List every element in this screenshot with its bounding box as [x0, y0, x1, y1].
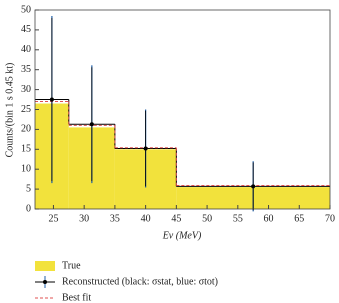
y-tick-label: 0	[26, 203, 31, 214]
legend-label: Reconstructed (black: σstat, blue: σtot)	[62, 276, 218, 287]
y-tick-label: 50	[21, 4, 31, 15]
x-tick-label: 40	[141, 213, 151, 224]
legend-swatch	[35, 261, 55, 271]
x-tick-label: 70	[325, 213, 335, 224]
legend-label: Best fit	[62, 292, 91, 303]
legend-label: True	[62, 260, 81, 271]
y-tick-label: 30	[21, 84, 31, 95]
x-tick-label: 55	[233, 213, 243, 224]
x-tick-label: 45	[171, 213, 181, 224]
x-tick-label: 30	[79, 213, 89, 224]
reco-point	[49, 97, 54, 102]
x-tick-label: 25	[48, 213, 58, 224]
x-tick-label: 65	[294, 213, 304, 224]
x-tick-label: 35	[110, 213, 120, 224]
reco-point	[89, 122, 94, 127]
y-tick-label: 35	[21, 64, 31, 75]
y-tick-label: 20	[21, 124, 31, 135]
x-axis-label: Eν (MeV)	[162, 230, 202, 241]
x-tick-label: 50	[202, 213, 212, 224]
y-tick-label: 15	[21, 144, 31, 155]
y-tick-label: 25	[21, 104, 31, 115]
y-tick-label: 45	[21, 24, 31, 35]
reco-point	[251, 184, 256, 189]
y-tick-label: 5	[26, 183, 31, 194]
y-tick-label: 10	[21, 163, 31, 174]
legend-swatch	[43, 280, 47, 284]
y-tick-label: 40	[21, 44, 31, 55]
y-axis-label: Counts/(bin 1 s 0.45 kt)	[4, 63, 15, 158]
reco-point	[143, 146, 148, 151]
x-tick-label: 60	[264, 213, 274, 224]
